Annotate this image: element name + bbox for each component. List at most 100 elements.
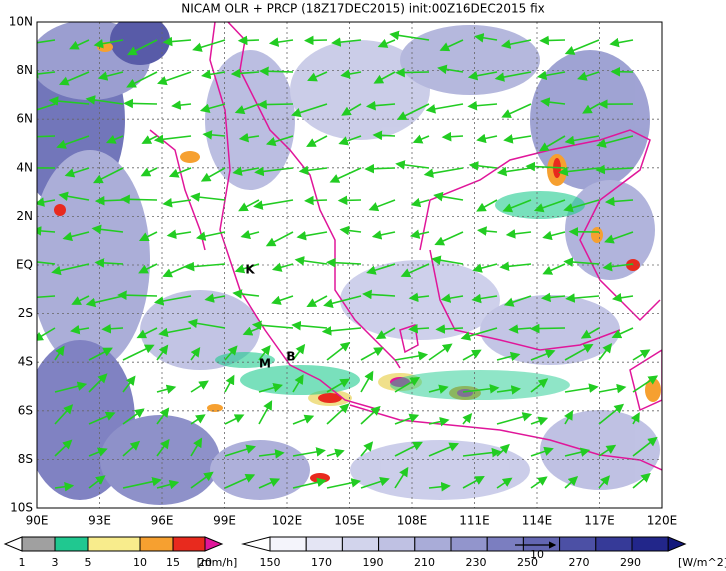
wind-arrow (190, 347, 201, 361)
wind-arrow (224, 414, 245, 425)
wind-arrow (187, 318, 226, 329)
olr-field (37, 22, 660, 505)
wind-arrow (292, 477, 327, 489)
wind-arrow (258, 400, 273, 425)
wind-arrow (468, 161, 498, 171)
wind-arrow (37, 197, 56, 207)
legend-swatch (559, 536, 597, 552)
wind-arrow (609, 37, 634, 48)
lon-label: 117E (584, 514, 615, 528)
wind-arrow (439, 39, 464, 52)
wind-arrow (362, 289, 396, 300)
legend-label: 270 (569, 556, 590, 569)
wind-arrow (375, 327, 396, 340)
wind-arrow (538, 135, 566, 152)
wind-arrow (292, 414, 315, 425)
legend-label: 210 (414, 556, 435, 569)
wind-arrow (58, 191, 90, 202)
wind-arrow (428, 481, 451, 492)
wind-arrow (476, 199, 498, 212)
wind-arrow (542, 230, 566, 241)
wind-arrow (265, 231, 294, 247)
wind-arrow (428, 343, 453, 361)
wind-arrow (140, 167, 158, 177)
legend-label: 190 (363, 556, 384, 569)
wind-arrow (97, 71, 124, 81)
wind-arrow (434, 231, 464, 246)
wind-arrow (598, 342, 613, 361)
wind-arrow (423, 167, 464, 178)
wind-arrow (500, 39, 532, 49)
legend-label: 20 (198, 556, 212, 569)
legend-swatch (269, 536, 307, 552)
lon-label: 111E (459, 514, 490, 528)
legend-cap (241, 536, 271, 552)
lat-label: 6S (18, 403, 33, 417)
wind-arrow (162, 197, 192, 208)
wind-arrow (306, 295, 328, 308)
legend-swatch (21, 536, 56, 552)
wind-arrow (496, 477, 513, 489)
wind-arrow (558, 166, 600, 177)
wind-arrow (564, 344, 594, 361)
wind-arrow (85, 95, 124, 105)
legend-cap (3, 536, 23, 552)
wind-arrow (62, 231, 90, 242)
wind-arrow (70, 324, 90, 335)
wind-arrow (360, 441, 374, 457)
wind-arrow (271, 262, 294, 272)
wind-arrow (632, 375, 659, 393)
wind-arrow (503, 295, 532, 307)
legend-swatch (305, 536, 343, 552)
wind-arrow (126, 39, 158, 56)
wind-arrow (326, 403, 350, 425)
wind-arrow (428, 384, 449, 394)
lon-label: 96E (151, 514, 174, 528)
wind-arrow (138, 263, 158, 274)
legend-swatch (414, 536, 452, 552)
wind-arrow (258, 345, 271, 361)
wind-arrow (441, 131, 464, 142)
wind-arrow (153, 295, 192, 306)
legend-label: 290 (620, 556, 641, 569)
wind-arrow (340, 69, 362, 79)
wind-arrow (530, 476, 548, 489)
wind-arrow (632, 472, 651, 489)
wind-arrow (530, 378, 549, 393)
lat-label: 10N (9, 15, 33, 29)
wind-arrow (56, 135, 90, 149)
wind-arrow (230, 68, 260, 79)
wind-arrow (238, 132, 260, 143)
lat-label: 6N (16, 112, 33, 126)
wind-arrow (126, 71, 158, 88)
wind-arrow (598, 444, 617, 457)
wind-arrow (190, 192, 226, 202)
wind-arrow (394, 351, 429, 361)
wind-arrow (395, 160, 430, 170)
wind-arrow (540, 97, 566, 107)
wind-arrow (372, 130, 396, 141)
wind-arrow (360, 405, 381, 425)
wind-arrow (542, 263, 566, 275)
wind-arrow (373, 71, 396, 84)
wind-arrow (296, 230, 328, 241)
olr-legend: 150 170 190 210 230 250 270 290 [W/m^2] 10 (241, 536, 726, 569)
wind-arrow (462, 476, 485, 489)
wind-arrow (502, 199, 532, 213)
wind-arrow (394, 466, 409, 489)
wind-arrow (360, 347, 384, 361)
wind-arrow (408, 323, 430, 334)
wind-arrow (577, 71, 600, 81)
wind-arrow (604, 196, 634, 207)
lat-label: 2N (16, 209, 33, 223)
wind-arrow (58, 71, 90, 86)
lat-label: 10S (10, 501, 33, 515)
wind-arrow (156, 479, 180, 490)
lat-label: EQ (16, 258, 33, 272)
wind-arrow (265, 135, 294, 147)
legend-cap (667, 536, 687, 552)
wind-arrow (122, 344, 155, 361)
wind-arrow (190, 414, 206, 425)
wind-arrow (307, 71, 328, 82)
wind-arrow (199, 103, 226, 113)
